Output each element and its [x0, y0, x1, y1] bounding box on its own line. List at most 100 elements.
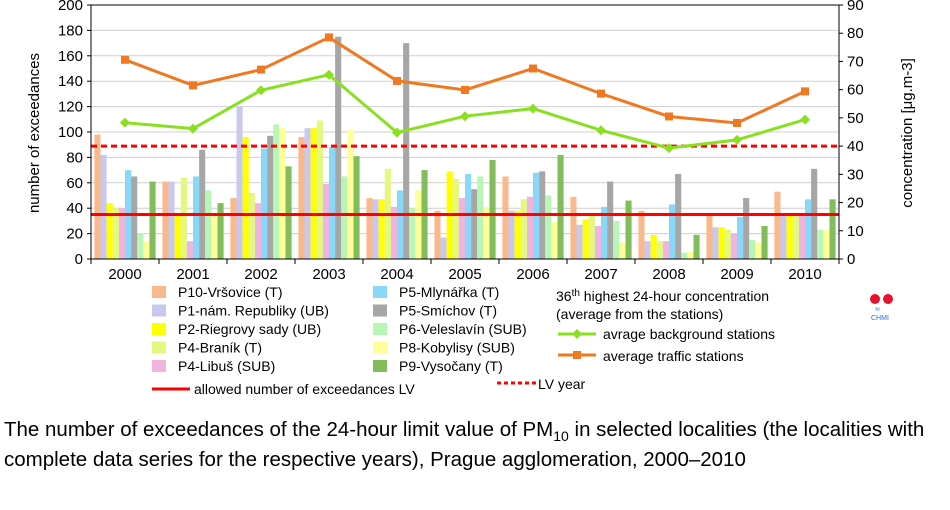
bar: [465, 173, 472, 259]
legend-label: average traffic stations: [603, 348, 744, 364]
bar: [545, 195, 552, 259]
bar: [279, 128, 286, 259]
bar: [656, 241, 663, 259]
bar: [131, 176, 138, 259]
legend-header: (average from the stations): [556, 306, 723, 322]
y-tick-label: 120: [58, 99, 83, 116]
line-point: [665, 112, 673, 121]
legend-label: P2-Riegrovy sady (UB): [178, 321, 321, 337]
line-point: [256, 85, 266, 96]
logo-dot-icon: [870, 294, 880, 304]
series-lines: [120, 33, 810, 154]
y2-tick-label: 10: [847, 223, 864, 240]
bar: [681, 252, 688, 259]
bars: [94, 36, 836, 259]
bar: [180, 177, 187, 259]
legend-label: avrage background stations: [603, 326, 775, 342]
axes: 0204060801001201401601802000102030405060…: [58, 0, 864, 283]
x-tick-label: 2000: [108, 266, 141, 283]
logo-text: CHMI: [871, 315, 889, 322]
bar: [570, 196, 577, 259]
bar: [143, 241, 150, 259]
y-tick-label: 180: [58, 22, 83, 39]
bar: [582, 219, 589, 259]
bar: [378, 199, 385, 259]
bar: [415, 190, 422, 259]
bar: [780, 214, 787, 259]
bar: [749, 239, 756, 259]
bar: [483, 208, 490, 259]
bar: [168, 181, 175, 259]
bar: [601, 206, 608, 259]
bar: [613, 220, 620, 259]
y2-tick-label: 40: [847, 138, 864, 155]
bar: [353, 156, 360, 259]
legend-label: P6-Veleslavín (SUB): [399, 321, 527, 337]
y-axis-label: number of exceedances: [26, 53, 43, 213]
bar: [248, 192, 255, 259]
caption-subscript: 10: [553, 428, 569, 445]
bar: [706, 214, 713, 259]
bar: [774, 191, 781, 259]
legend-label: P5-Mlynářka (T): [399, 284, 499, 300]
bar: [118, 208, 125, 259]
line-point: [324, 69, 334, 80]
legend-label: P5-Smíchov (T): [399, 303, 497, 319]
bar: [471, 189, 478, 259]
bar: [397, 190, 404, 259]
y2-tick-label: 30: [847, 166, 864, 183]
legend-swatch: [152, 286, 166, 298]
bar: [798, 215, 805, 259]
y-tick-label: 160: [58, 48, 83, 65]
legend-swatch: [373, 323, 387, 335]
bar: [502, 176, 509, 259]
y2-tick-label: 0: [847, 251, 855, 268]
caption-text-end: in selected localities (the localities w…: [4, 418, 925, 472]
legend-label: P9-Vysočany (T): [399, 358, 503, 374]
line-point: [392, 127, 402, 138]
bar: [403, 43, 410, 259]
bar: [607, 181, 614, 259]
bar: [261, 148, 268, 259]
bar: [669, 204, 676, 259]
legend-swatch: [152, 323, 166, 335]
bar: [520, 199, 527, 259]
bar: [329, 147, 336, 259]
line-point: [120, 117, 130, 128]
bar: [687, 251, 694, 259]
bar: [217, 203, 224, 259]
legend-label: P4-Braník (T): [178, 340, 262, 356]
bar: [434, 210, 441, 259]
legend-swatch: [152, 360, 166, 372]
line-point: [801, 87, 809, 96]
y-tick-label: 80: [66, 149, 83, 166]
figure-caption: The number of exceedances of the 24-hour…: [4, 418, 944, 472]
line-point: [189, 81, 197, 90]
line-point: [732, 134, 742, 145]
bar: [588, 215, 595, 259]
legend-label: P1-nám. Republiky (UB): [178, 303, 329, 319]
line-point: [733, 118, 741, 127]
caption-text: The number of exceedances of the 24-hour…: [4, 418, 554, 441]
bar: [205, 190, 212, 259]
line-point: [597, 89, 605, 98]
y2-axis-label: concentration [μg.m-3]: [899, 58, 916, 208]
x-tick-label: 2004: [380, 266, 413, 283]
bar: [638, 210, 645, 259]
x-tick-label: 2005: [448, 266, 481, 283]
bar: [650, 234, 657, 259]
bar: [743, 198, 750, 259]
bar: [557, 154, 564, 259]
line-point: [664, 143, 674, 154]
legend-header: 36th highest 24-hour concentration: [556, 288, 769, 304]
bar: [792, 213, 799, 259]
bar: [440, 237, 447, 259]
line-point: [121, 55, 129, 64]
bar: [526, 196, 533, 259]
bar: [761, 225, 768, 259]
bar: [162, 181, 169, 259]
bar: [106, 203, 113, 259]
logo-dot-icon: [883, 294, 893, 304]
bar: [322, 184, 329, 259]
bar: [675, 173, 682, 259]
